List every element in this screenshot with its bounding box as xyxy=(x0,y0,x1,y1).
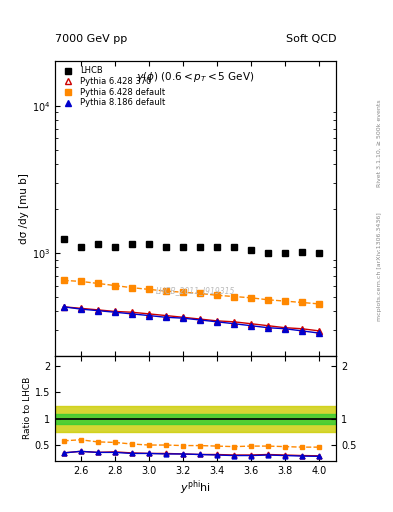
Y-axis label: Ratio to LHCB: Ratio to LHCB xyxy=(23,377,32,439)
Pythia 6.428 default xyxy=(248,295,253,301)
Pythia 6.428 370 xyxy=(283,325,287,331)
Pythia 6.428 370 xyxy=(197,316,202,322)
LHCB xyxy=(180,244,185,250)
Pythia 6.428 default xyxy=(95,281,100,287)
Pythia 8.186 default xyxy=(231,321,236,327)
Text: $\gamma(\phi)\ (0.6 < p_T < 5\ \mathrm{GeV})$: $\gamma(\phi)\ (0.6 < p_T < 5\ \mathrm{G… xyxy=(136,70,255,84)
LHCB xyxy=(129,241,134,247)
Pythia 6.428 370 xyxy=(163,312,168,318)
LHCB xyxy=(299,248,304,254)
Pythia 6.428 default xyxy=(163,288,168,294)
Pythia 6.428 default xyxy=(146,286,151,292)
Pythia 6.428 370 xyxy=(112,308,117,314)
Text: Rivet 3.1.10, ≥ 500k events: Rivet 3.1.10, ≥ 500k events xyxy=(377,99,382,187)
X-axis label: $y^{\rm phi}$hi: $y^{\rm phi}$hi xyxy=(180,478,211,497)
LHCB xyxy=(231,244,236,250)
Line: Pythia 6.428 370: Pythia 6.428 370 xyxy=(61,304,322,334)
Pythia 8.186 default xyxy=(146,312,151,318)
Pythia 8.186 default xyxy=(266,325,270,331)
Text: mcplots.cern.ch [arXiv:1306.3436]: mcplots.cern.ch [arXiv:1306.3436] xyxy=(377,212,382,321)
LHCB xyxy=(197,244,202,250)
LHCB xyxy=(146,241,151,247)
Pythia 8.186 default xyxy=(78,306,83,312)
Pythia 6.428 370 xyxy=(231,319,236,325)
Y-axis label: dσ /dy [mu b]: dσ /dy [mu b] xyxy=(19,173,29,244)
Pythia 6.428 370 xyxy=(299,326,304,332)
Pythia 8.186 default xyxy=(112,309,117,315)
Pythia 6.428 default xyxy=(299,300,304,306)
Pythia 6.428 370 xyxy=(180,314,185,321)
LHCB xyxy=(266,250,270,256)
Pythia 8.186 default xyxy=(317,330,321,336)
Pythia 6.428 370 xyxy=(61,304,66,310)
Pythia 6.428 default xyxy=(129,285,134,291)
Pythia 6.428 default xyxy=(197,290,202,296)
Pythia 8.186 default xyxy=(299,328,304,334)
LHCB xyxy=(248,247,253,253)
Pythia 6.428 370 xyxy=(129,309,134,315)
Pythia 6.428 370 xyxy=(78,305,83,311)
Pythia 6.428 370 xyxy=(248,321,253,327)
Line: Pythia 6.428 default: Pythia 6.428 default xyxy=(61,278,322,307)
Pythia 6.428 370 xyxy=(95,307,100,313)
Pythia 6.428 370 xyxy=(146,311,151,317)
Pythia 6.428 default xyxy=(231,293,236,300)
LHCB xyxy=(61,236,66,242)
LHCB xyxy=(317,250,321,256)
LHCB xyxy=(215,244,219,250)
Pythia 8.186 default xyxy=(180,315,185,321)
Pythia 8.186 default xyxy=(163,314,168,321)
Pythia 8.186 default xyxy=(215,319,219,325)
Pythia 8.186 default xyxy=(248,323,253,329)
Pythia 6.428 default xyxy=(78,279,83,285)
LHCB xyxy=(95,241,100,247)
Line: LHCB: LHCB xyxy=(60,235,323,257)
Pythia 6.428 370 xyxy=(266,323,270,329)
LHCB xyxy=(78,244,83,250)
Pythia 8.186 default xyxy=(61,304,66,310)
Pythia 6.428 default xyxy=(317,301,321,307)
Pythia 8.186 default xyxy=(129,311,134,317)
Pythia 6.428 default xyxy=(180,289,185,295)
Text: 7000 GeV pp: 7000 GeV pp xyxy=(55,33,127,44)
Pythia 6.428 370 xyxy=(215,318,219,324)
LHCB xyxy=(283,250,287,256)
LHCB xyxy=(112,244,117,250)
Pythia 6.428 default xyxy=(112,283,117,289)
Pythia 8.186 default xyxy=(283,326,287,332)
Pythia 6.428 default xyxy=(215,292,219,298)
Legend: LHCB, Pythia 6.428 370, Pythia 6.428 default, Pythia 8.186 default: LHCB, Pythia 6.428 370, Pythia 6.428 def… xyxy=(57,64,168,110)
Pythia 6.428 default xyxy=(266,296,270,303)
Pythia 6.428 default xyxy=(283,298,287,304)
Text: Soft QCD: Soft QCD xyxy=(286,33,336,44)
Pythia 8.186 default xyxy=(197,317,202,323)
Text: LHCB_2011_I919315: LHCB_2011_I919315 xyxy=(156,287,235,295)
Line: Pythia 8.186 default: Pythia 8.186 default xyxy=(61,304,322,336)
Pythia 6.428 default xyxy=(61,278,66,284)
LHCB xyxy=(163,244,168,250)
Pythia 8.186 default xyxy=(95,308,100,314)
Pythia 6.428 370 xyxy=(317,328,321,334)
